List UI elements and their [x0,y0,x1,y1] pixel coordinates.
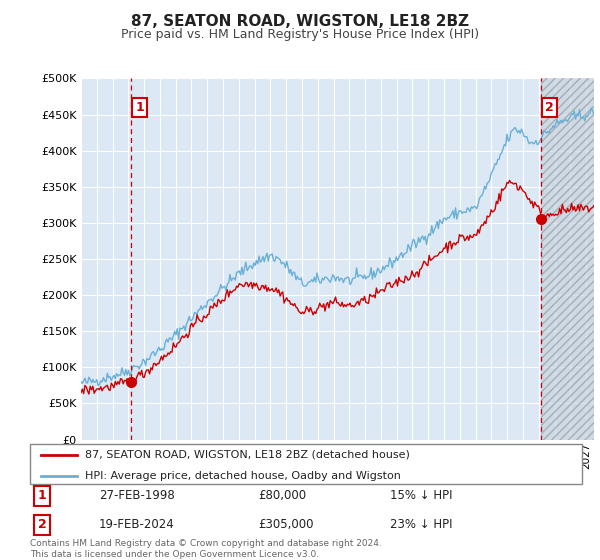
Text: 19-FEB-2024: 19-FEB-2024 [99,518,175,531]
Text: 27-FEB-1998: 27-FEB-1998 [99,489,175,502]
FancyBboxPatch shape [30,444,582,484]
Text: 2: 2 [545,101,554,114]
Text: HPI: Average price, detached house, Oadby and Wigston: HPI: Average price, detached house, Oadb… [85,470,401,480]
Text: £80,000: £80,000 [258,489,306,502]
Text: £305,000: £305,000 [258,518,314,531]
Text: 87, SEATON ROAD, WIGSTON, LE18 2BZ: 87, SEATON ROAD, WIGSTON, LE18 2BZ [131,14,469,29]
Text: 15% ↓ HPI: 15% ↓ HPI [390,489,452,502]
Bar [541,78,594,440]
Text: 2: 2 [38,518,46,531]
Text: 1: 1 [136,101,144,114]
Text: Contains HM Land Registry data © Crown copyright and database right 2024.
This d: Contains HM Land Registry data © Crown c… [30,539,382,559]
Text: 23% ↓ HPI: 23% ↓ HPI [390,518,452,531]
Text: 1: 1 [38,489,46,502]
Text: 87, SEATON ROAD, WIGSTON, LE18 2BZ (detached house): 87, SEATON ROAD, WIGSTON, LE18 2BZ (deta… [85,450,410,460]
Text: Price paid vs. HM Land Registry's House Price Index (HPI): Price paid vs. HM Land Registry's House … [121,28,479,41]
